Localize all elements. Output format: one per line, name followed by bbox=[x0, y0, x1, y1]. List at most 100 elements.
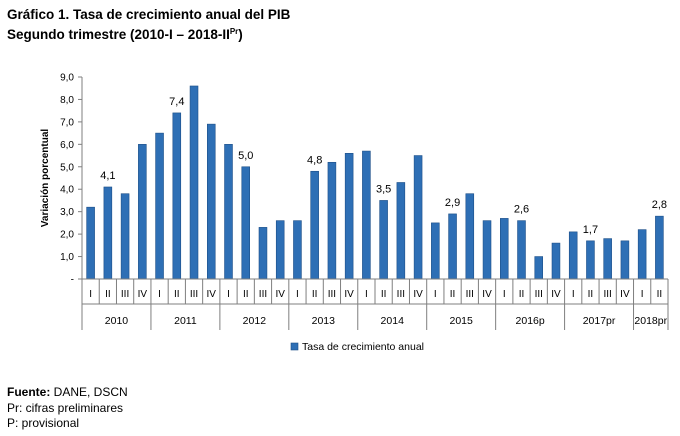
bar bbox=[655, 215, 664, 280]
data-label: 2,8 bbox=[652, 199, 667, 211]
bar bbox=[86, 206, 95, 280]
quarter-label: I bbox=[158, 289, 161, 300]
y-tick-label: - bbox=[71, 275, 74, 286]
title-line-2: Segundo trimestre (2010-I – 2018-IIPr) bbox=[7, 23, 290, 43]
y-tick-label: 9,0 bbox=[60, 73, 74, 84]
year-label: 2018pr bbox=[634, 315, 667, 327]
data-label: 4,1 bbox=[100, 170, 115, 182]
quarter-label: II bbox=[312, 289, 318, 300]
bar bbox=[103, 186, 113, 280]
y-tick-label: 2,0 bbox=[60, 230, 74, 241]
quarter-label: III bbox=[121, 289, 129, 300]
quarter-label: III bbox=[190, 289, 198, 300]
preliminary-note: Pr: cifras preliminares bbox=[7, 400, 124, 415]
data-label: 2,9 bbox=[445, 197, 460, 209]
source-note: Fuente: DANE, DSCN bbox=[7, 385, 128, 401]
y-tick-label: 7,0 bbox=[60, 117, 74, 128]
quarter-label: IV bbox=[482, 289, 492, 300]
bar bbox=[413, 155, 423, 280]
bar bbox=[275, 220, 285, 280]
bar bbox=[327, 161, 337, 280]
bar bbox=[258, 227, 268, 280]
bar bbox=[362, 150, 371, 280]
bar bbox=[344, 153, 354, 280]
quarter-label: I bbox=[503, 289, 506, 300]
title-line-1: Gráfico 1. Tasa de crecimiento anual del… bbox=[7, 7, 291, 22]
quarter-label: I bbox=[641, 289, 644, 300]
year-label: 2010 bbox=[105, 315, 129, 327]
data-label: 5,0 bbox=[238, 150, 253, 162]
bar bbox=[620, 240, 630, 280]
quarter-label: I bbox=[296, 289, 299, 300]
bar bbox=[586, 240, 595, 280]
quarter-label: III bbox=[328, 289, 336, 300]
y-tick-label: 1,0 bbox=[60, 252, 74, 263]
year-label: 2012 bbox=[243, 315, 267, 327]
bar bbox=[534, 256, 543, 280]
quarter-label: I bbox=[434, 289, 437, 300]
quarter-label: II bbox=[105, 289, 111, 300]
data-label: 3,5 bbox=[376, 183, 391, 195]
quarter-label: III bbox=[535, 289, 543, 300]
year-label: 2011 bbox=[174, 315, 197, 327]
bar bbox=[189, 85, 199, 280]
y-axis-title: Variación porcentual bbox=[40, 129, 51, 228]
quarter-label: I bbox=[227, 289, 230, 300]
title-line-2-superscript: Pr bbox=[229, 27, 239, 36]
bar bbox=[448, 213, 457, 280]
chart-title: Gráfico 1. Tasa de crecimiento anual del… bbox=[7, 6, 290, 43]
data-label: 7,4 bbox=[169, 96, 184, 108]
provisional-note: P: provisional bbox=[7, 416, 80, 430]
bar bbox=[138, 144, 147, 280]
bar bbox=[465, 193, 475, 280]
y-tick-label: 6,0 bbox=[60, 140, 74, 151]
title-line-2-main: Segundo trimestre (2010-I – 2018-II bbox=[7, 27, 230, 42]
y-tick-label: 4,0 bbox=[60, 185, 74, 196]
bar bbox=[155, 132, 164, 280]
data-label: 1,7 bbox=[583, 224, 598, 236]
quarter-label: II bbox=[243, 289, 249, 300]
data-label: 2,6 bbox=[514, 204, 529, 216]
quarter-label: II bbox=[381, 289, 387, 300]
quarter-label: IV bbox=[138, 289, 148, 300]
quarter-label: I bbox=[365, 289, 368, 300]
quarter-label: IV bbox=[275, 289, 285, 300]
footnotes: Fuente: DANE, DSCN Pr: cifras preliminar… bbox=[7, 385, 128, 432]
quarter-label: IV bbox=[551, 289, 561, 300]
year-label: 2014 bbox=[381, 315, 405, 327]
quarter-label: IV bbox=[620, 289, 630, 300]
title-line-2-close: ) bbox=[238, 27, 243, 42]
bar bbox=[310, 170, 319, 280]
bar bbox=[396, 182, 406, 280]
quarter-label: IV bbox=[344, 289, 354, 300]
bar bbox=[603, 238, 612, 280]
year-label: 2016p bbox=[516, 315, 545, 327]
legend-swatch bbox=[290, 342, 299, 351]
bar bbox=[482, 220, 492, 280]
quarter-label: I bbox=[572, 289, 575, 300]
bar bbox=[207, 123, 216, 280]
source-label: Fuente: bbox=[7, 385, 51, 399]
legend-label: Tasa de crecimiento anual bbox=[302, 341, 424, 353]
bar bbox=[172, 112, 182, 280]
y-tick-label: 8,0 bbox=[60, 95, 74, 106]
year-label: 2013 bbox=[312, 315, 336, 327]
source-text: DANE, DSCN bbox=[50, 385, 128, 399]
bar bbox=[293, 220, 302, 280]
quarter-label: II bbox=[519, 289, 525, 300]
quarter-label: II bbox=[588, 289, 594, 300]
quarter-label: II bbox=[174, 289, 180, 300]
bar bbox=[551, 242, 561, 280]
bar bbox=[431, 222, 440, 280]
bar bbox=[241, 166, 250, 280]
bar bbox=[568, 231, 578, 280]
bar bbox=[517, 220, 526, 280]
y-tick-label: 3,0 bbox=[60, 207, 74, 218]
gdp-growth-chart: 9,0 8,0 7,0 6,0 5,0 4,0 3,0 2,0 1,0 - Variación po… bbox=[40, 73, 669, 353]
year-label: 2017pr bbox=[583, 315, 616, 327]
quarter-label: III bbox=[604, 289, 612, 300]
quarter-label: III bbox=[397, 289, 405, 300]
bar bbox=[637, 229, 647, 280]
quarter-label: I bbox=[89, 289, 92, 300]
quarter-label: II bbox=[657, 289, 663, 300]
